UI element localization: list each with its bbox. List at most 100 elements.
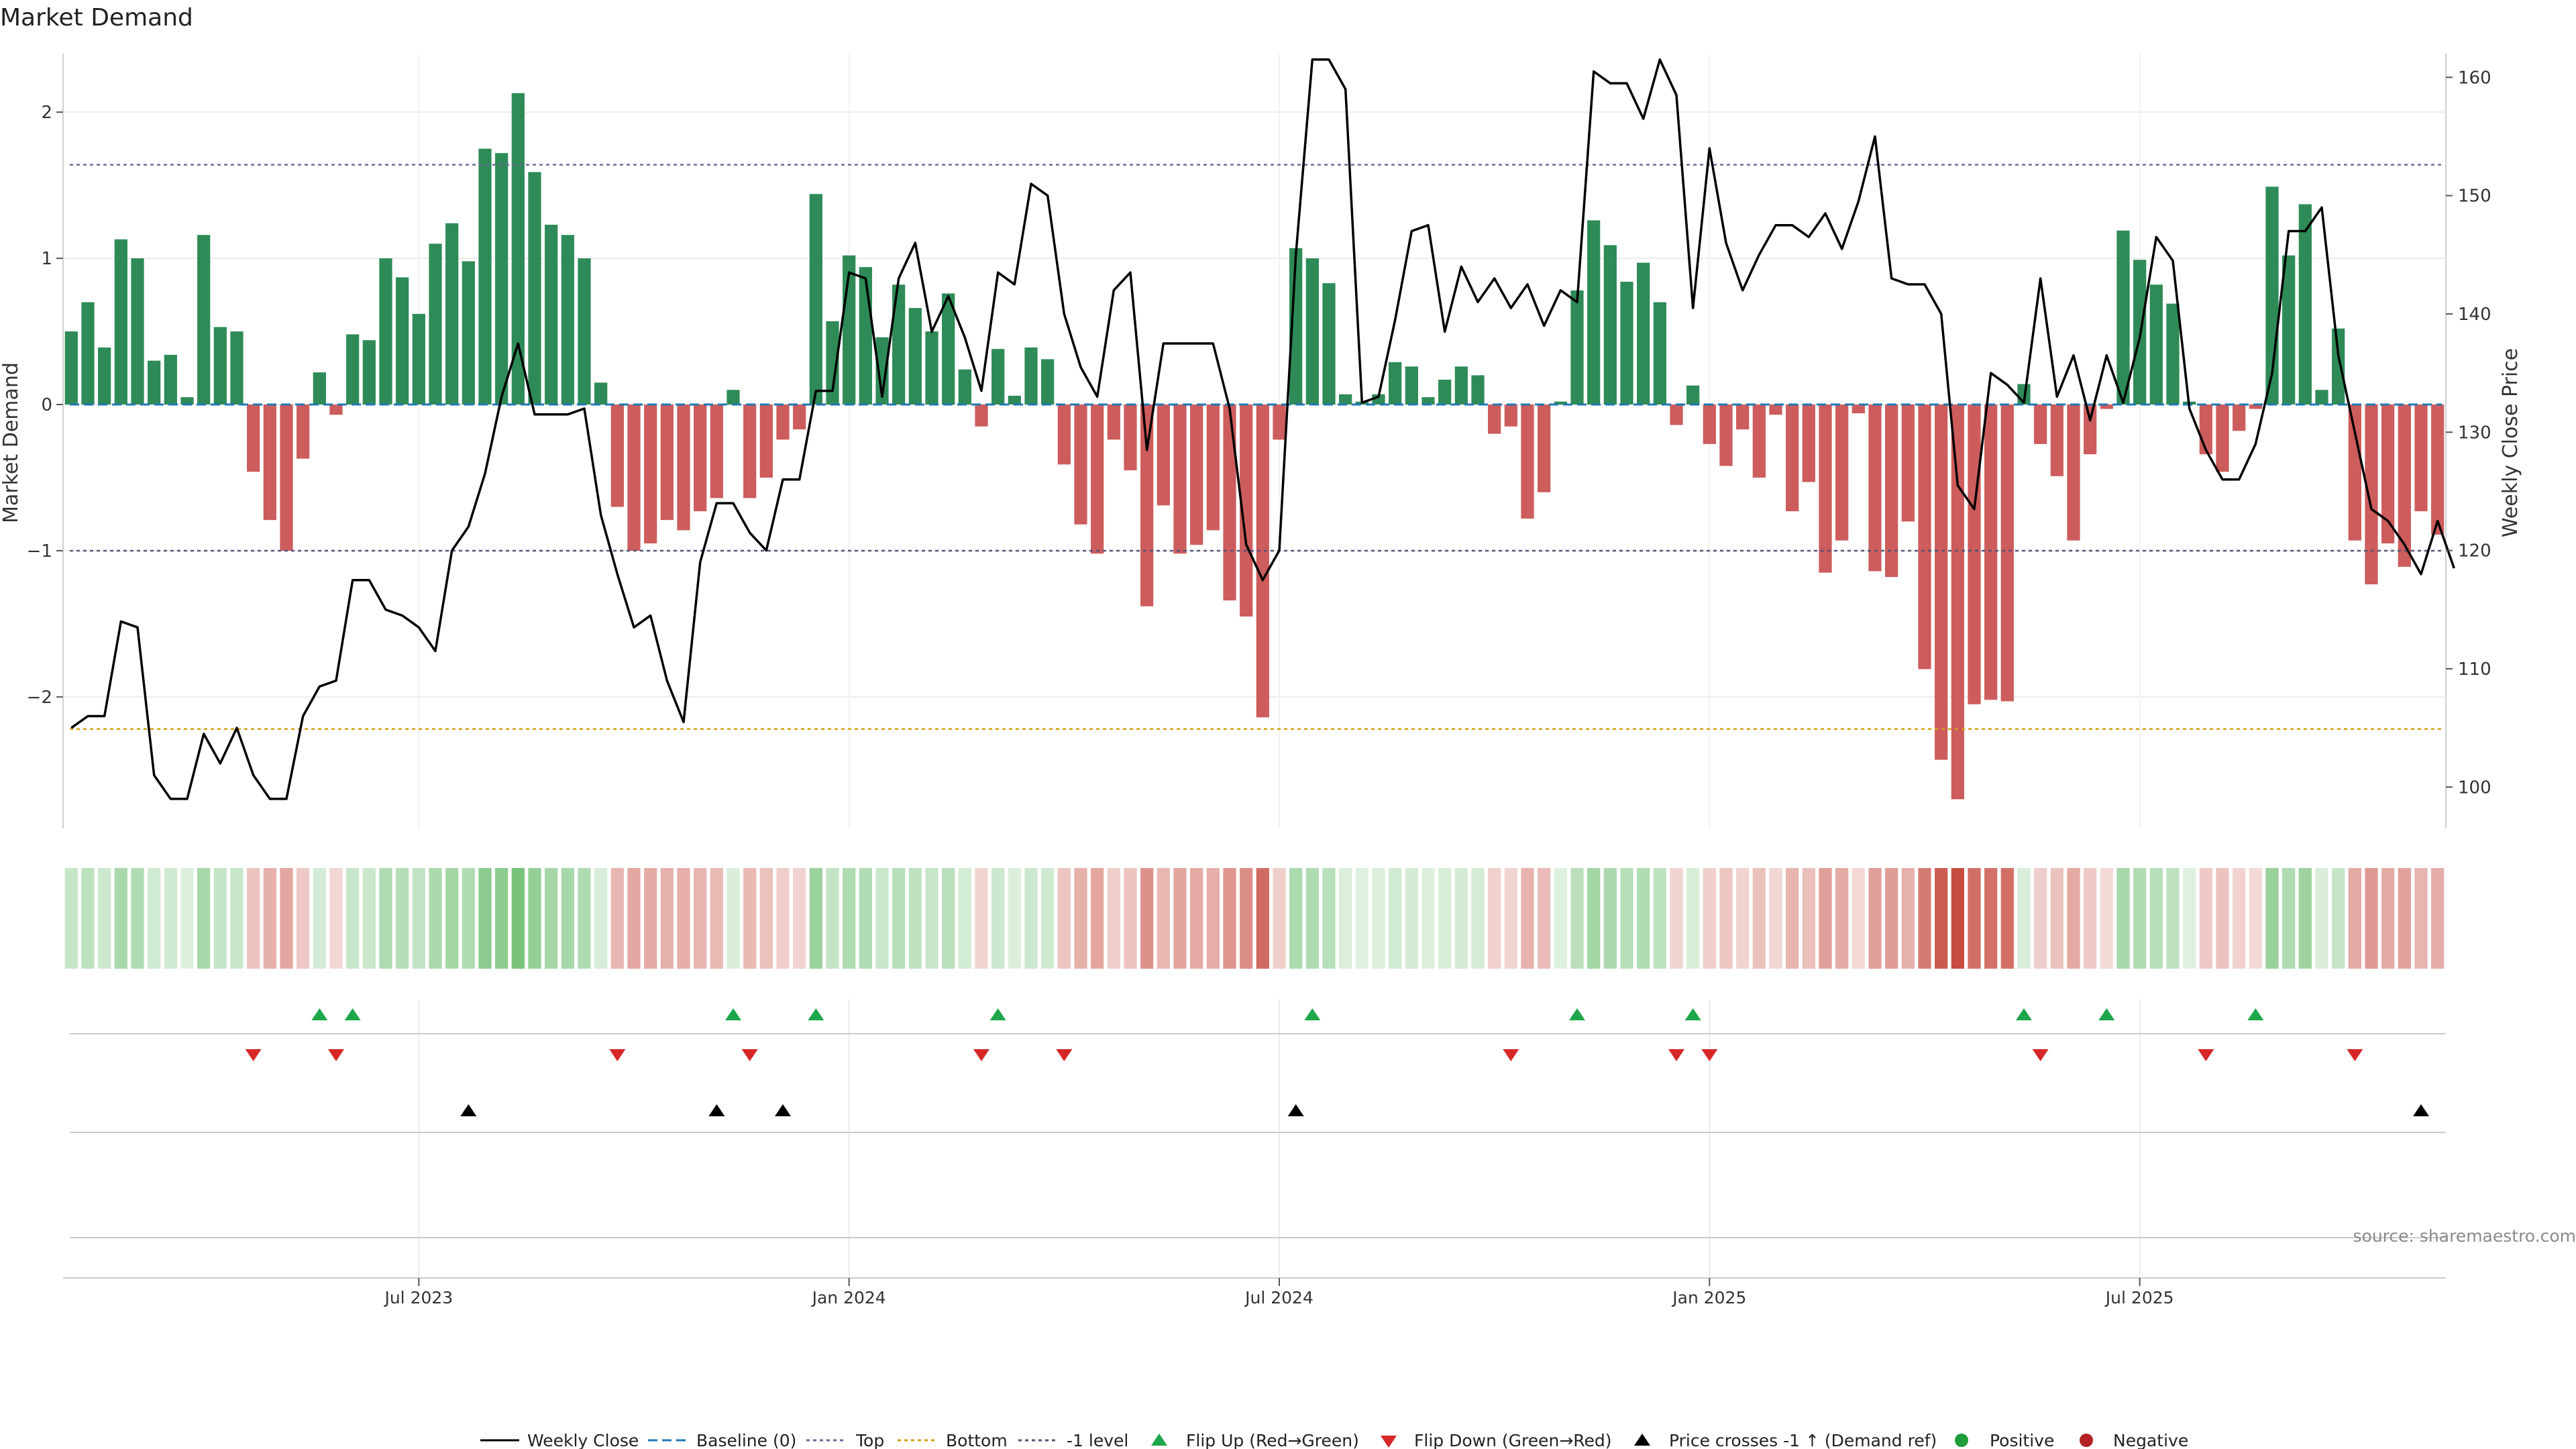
demand-bar (1670, 405, 1683, 425)
heat-cell (660, 868, 674, 969)
flip-up-marker (2016, 1008, 2032, 1020)
heat-cell (1140, 868, 1154, 969)
demand-bar (1223, 405, 1236, 601)
demand-bar (627, 405, 641, 551)
demand-bar (1703, 405, 1716, 444)
demand-bar (346, 334, 360, 405)
heat-cell (1736, 868, 1750, 969)
heat-cell (908, 868, 922, 969)
demand-bar (2149, 284, 2163, 405)
legend-minus-one-label: -1 level (1067, 1431, 1128, 1449)
demand-bar (1289, 248, 1303, 405)
demand-bar (1752, 405, 1766, 478)
demand-bar (1786, 405, 1799, 512)
demand-bar (1256, 405, 1269, 718)
flip-down-marker (609, 1049, 626, 1061)
demand-bar (1868, 405, 1882, 572)
legend-price-cross-icon (1634, 1434, 1650, 1446)
demand-bar (2067, 405, 2080, 541)
left-tick-label: −1 (27, 541, 52, 561)
left-tick-label: 0 (41, 395, 52, 415)
flip-up-marker (808, 1008, 824, 1020)
legend-top-label: Top (855, 1431, 884, 1449)
demand-bar (429, 244, 442, 405)
heat-cell (2216, 868, 2229, 969)
right-tick-label: 140 (2458, 305, 2491, 325)
demand-bar (1570, 290, 1584, 405)
heat-cell (1157, 868, 1170, 969)
demand-bar (2298, 204, 2312, 405)
demand-bar (1851, 405, 1865, 414)
heat-cell (875, 868, 889, 969)
demand-bar (1091, 405, 1104, 554)
x-tick-label: Jan 2025 (1671, 1288, 1746, 1307)
demand-bar (511, 93, 525, 405)
left-tick-label: −2 (27, 688, 52, 708)
demand-bar (2034, 405, 2047, 444)
flip-up-marker (1304, 1008, 1321, 1020)
demand-bar (148, 360, 161, 405)
flip-down-marker (328, 1049, 344, 1061)
heat-cell (1868, 868, 1882, 969)
demand-bar (1935, 405, 1948, 760)
demand-bar (1140, 405, 1154, 606)
heat-cell (1107, 868, 1120, 969)
demand-bar (1421, 397, 1435, 405)
flip-up-marker (1684, 1008, 1701, 1020)
demand-bar (1802, 405, 1815, 482)
heat-cell (1389, 868, 1402, 969)
heat-cell (2166, 868, 2180, 969)
demand-bar (1024, 347, 1038, 405)
demand-bar (1603, 245, 1617, 405)
right-tick-label: 130 (2458, 423, 2491, 443)
demand-bar (561, 235, 574, 405)
heat-cell (1372, 868, 1385, 969)
demand-bar (114, 239, 127, 405)
heat-cell (1653, 868, 1666, 969)
demand-bar (1587, 220, 1601, 405)
demand-bar (1173, 405, 1187, 554)
demand-bar (2116, 230, 2130, 405)
demand-bar (1835, 405, 1849, 541)
demand-bar (2282, 255, 2296, 405)
demand-bar (908, 308, 922, 405)
heat-cell (1851, 868, 1865, 969)
flip-down-marker (2032, 1049, 2049, 1061)
heat-cell (2034, 868, 2047, 969)
demand-bar (1322, 283, 1336, 405)
legend-flip-down-label: Flip Down (Green→Red) (1414, 1431, 1612, 1449)
heat-cell (2233, 868, 2246, 969)
demand-bar (64, 331, 78, 405)
heat-cell (329, 868, 343, 969)
demand-bar (2084, 405, 2097, 455)
demand-bar (131, 258, 144, 405)
heat-cell (1190, 868, 1203, 969)
source-label: source: sharemaestro.com (2353, 1226, 2576, 1246)
heat-cell (1008, 868, 1021, 969)
demand-bar (1190, 405, 1203, 545)
legend-baseline-label: Baseline (0) (696, 1431, 796, 1449)
legend-flip-up-label: Flip Up (Red→Green) (1186, 1431, 1359, 1449)
heat-cell (2398, 868, 2411, 969)
heat-cell (826, 868, 839, 969)
demand-bar (230, 331, 244, 405)
heat-cell (1041, 868, 1055, 969)
demand-bar (263, 405, 276, 521)
heat-cell (114, 868, 127, 969)
heat-cell (2315, 868, 2328, 969)
heat-cell (1091, 868, 1104, 969)
heat-cell (1670, 868, 1683, 969)
heat-cell (2067, 868, 2080, 969)
price-cross-marker (2413, 1104, 2429, 1116)
heat-cell (2084, 868, 2097, 969)
legend-negative-icon (2080, 1434, 2093, 1447)
demand-bar (1438, 379, 1452, 405)
heat-cell (793, 868, 806, 969)
demand-bar (759, 405, 773, 478)
heat-cell (809, 868, 822, 969)
legend-price-cross-label: Price crosses -1 ↑ (Demand ref) (1669, 1431, 1937, 1449)
demand-bar (313, 372, 326, 405)
heat-cell (213, 868, 227, 969)
heat-cell (958, 868, 971, 969)
